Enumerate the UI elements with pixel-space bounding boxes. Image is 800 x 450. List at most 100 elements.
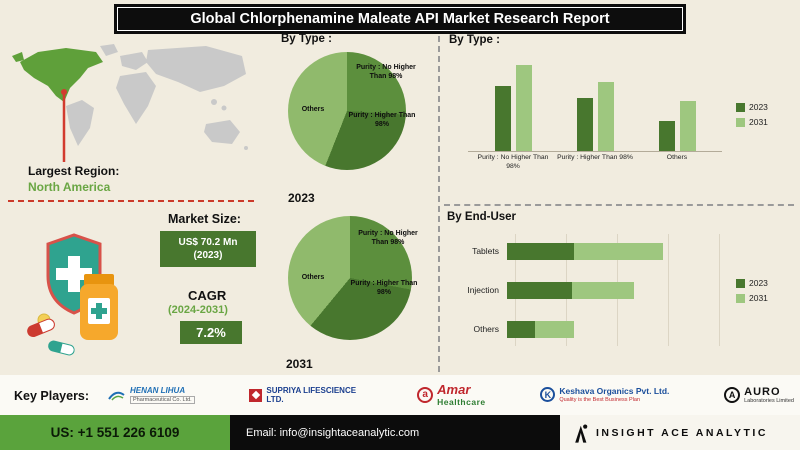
bar-2023	[576, 98, 593, 151]
hbar-row: Tablets	[455, 234, 723, 268]
phone-banner: US: +1 551 226 6109	[0, 415, 230, 450]
hbar-category-label: Injection	[467, 285, 499, 295]
player-name: SUPRIYA LIFESCIENCE LTD.	[266, 386, 357, 404]
bottle-cap-icon	[84, 274, 114, 286]
player-henan-lihua: HENAN LIHUA Pharmaceutical Co. Ltd.	[108, 386, 195, 405]
pie-slice-label-higher: Purity : Higher Than 98%	[348, 112, 416, 128]
north-america-shape	[20, 48, 103, 102]
player-name: Keshava Organics Pvt. Ltd.	[559, 385, 670, 396]
cagr-period: (2024-2031)	[168, 304, 228, 316]
divider	[444, 204, 794, 206]
pie-chart-2023	[288, 52, 406, 170]
pie-year-2023: 2023	[288, 191, 315, 205]
brand-block: INSIGHT ACE ANALYTIC	[560, 415, 800, 450]
title-banner: Global Chlorphenamine Maleate API Market…	[114, 4, 686, 34]
bar-category-label: Purity : Higher Than 98%	[557, 154, 633, 161]
legend-swatch	[736, 293, 745, 303]
market-size-label: Market Size:	[168, 212, 241, 226]
capsule-icon	[27, 318, 55, 338]
by-enduser-legend: 2023 2031	[736, 278, 768, 303]
by-type-pie-title: By Type :	[281, 33, 332, 45]
legend-item-2023: 2023	[736, 278, 768, 288]
pie-slice-label-higher: Purity : Higher Than 98%	[350, 280, 418, 296]
key-players-row: HENAN LIHUA Pharmaceutical Co. Ltd. SUPR…	[108, 377, 794, 413]
by-type-bar-chart: Purity : No Higher Than 98% Purity : High…	[468, 56, 722, 176]
pie-year-2031: 2031	[286, 357, 313, 371]
player-subtitle: Pharmaceutical Co. Ltd.	[130, 395, 195, 405]
legend-item-2031: 2031	[736, 293, 768, 303]
world-map-svg	[12, 44, 248, 162]
cagr-value: 7.2%	[180, 321, 242, 344]
brand-name: INSIGHT ACE ANALYTIC	[596, 426, 768, 439]
player-auro-laboratories: A AURO Laboratories Limited	[724, 386, 794, 405]
hbar-row: Others	[455, 312, 723, 346]
bar-pair	[576, 56, 614, 151]
bar-pair	[494, 56, 532, 151]
player-keshava-organics: K Keshava Organics Pvt. Ltd. Quality is …	[540, 385, 670, 403]
largest-region-block: Largest Region: North America	[28, 164, 119, 195]
player-subtitle: Healthcare	[437, 396, 486, 407]
bar-2023	[494, 86, 511, 151]
medical-illustration	[20, 228, 140, 356]
hbar-track	[507, 281, 723, 299]
hbar-segment-2023	[507, 320, 536, 338]
bar-2023	[658, 121, 675, 151]
player-name: HENAN LIHUA	[130, 385, 186, 395]
divider	[8, 200, 254, 202]
legend-swatch	[736, 102, 745, 112]
auro-logo-icon: A	[724, 386, 741, 403]
pie-chart-2031-wrap: Purity : No Higher Than 98% Purity : Hig…	[270, 212, 430, 362]
largest-region-value: North America	[28, 179, 111, 194]
medical-illustration-svg	[27, 233, 118, 356]
market-size-amount: US$ 70.2 Mn	[178, 237, 238, 248]
legend-item-2031: 2031	[736, 117, 768, 127]
bar-chart-baseline	[468, 151, 722, 152]
legend-item-2023: 2023	[736, 102, 768, 112]
legend-label: 2023	[749, 278, 768, 288]
hbar-track	[507, 242, 723, 260]
by-enduser-title: By End-User	[447, 211, 517, 223]
divider	[438, 36, 440, 372]
largest-region-label: Largest Region:	[28, 164, 120, 178]
pie-slice-label-others: Others	[301, 106, 325, 113]
player-supriya: SUPRIYA LIFESCIENCE LTD.	[249, 386, 362, 404]
capsule-icon	[48, 340, 75, 356]
player-name: AURO	[744, 385, 781, 398]
hbar-segment-2031	[573, 242, 663, 260]
by-type-legend: 2023 2031	[736, 102, 768, 127]
page-title: Global Chlorphenamine Maleate API Market…	[117, 7, 683, 31]
legend-swatch	[736, 117, 745, 127]
email-banner: Email: info@insightaceanalytic.com	[230, 415, 560, 450]
pie-chart-2023-wrap: Purity : No Higher Than 98% Purity : Hig…	[270, 48, 430, 198]
legend-label: 2031	[749, 293, 768, 303]
by-enduser-chart: Tablets Injection Others	[455, 234, 723, 346]
legend-swatch	[736, 278, 745, 288]
bar-pair	[658, 56, 696, 151]
bar-group: Purity : Higher Than 98%	[554, 56, 636, 176]
bar-2031	[515, 65, 532, 151]
bar-group: Purity : No Higher Than 98%	[472, 56, 554, 176]
hbar-category-label: Tablets	[472, 246, 499, 256]
key-players-strip: Key Players: HENAN LIHUA Pharmaceutical …	[0, 375, 800, 415]
player-subtitle: Quality is the Best Business Plan	[559, 396, 641, 403]
market-size-value: US$ 70.2 Mn (2023)	[160, 231, 256, 267]
pie-slice-label-others: Others	[301, 274, 325, 281]
pie-chart-2031	[288, 216, 412, 340]
player-name: Amar	[437, 381, 471, 397]
supriya-logo-icon	[249, 388, 263, 402]
key-players-label: Key Players:	[14, 389, 90, 403]
bar-group: Others	[636, 56, 718, 176]
world-map	[8, 40, 256, 165]
player-subtitle: Laboratories Limited	[744, 398, 794, 405]
hbar-segment-2031	[535, 320, 574, 338]
bar-category-label: Others	[666, 154, 688, 161]
by-enduser-rows: Tablets Injection Others	[455, 234, 723, 346]
hbar-category-label: Others	[473, 324, 499, 334]
player-amar-healthcare: a Amar Healthcare	[417, 381, 486, 408]
hbar-track	[507, 320, 723, 338]
pie-slice-label-no-higher: Purity : No Higher Than 98%	[356, 64, 416, 80]
amar-logo-icon: a	[417, 386, 434, 403]
hbar-segment-2031	[571, 281, 635, 299]
bar-2031	[679, 101, 696, 151]
hbar-row: Injection	[455, 273, 723, 307]
